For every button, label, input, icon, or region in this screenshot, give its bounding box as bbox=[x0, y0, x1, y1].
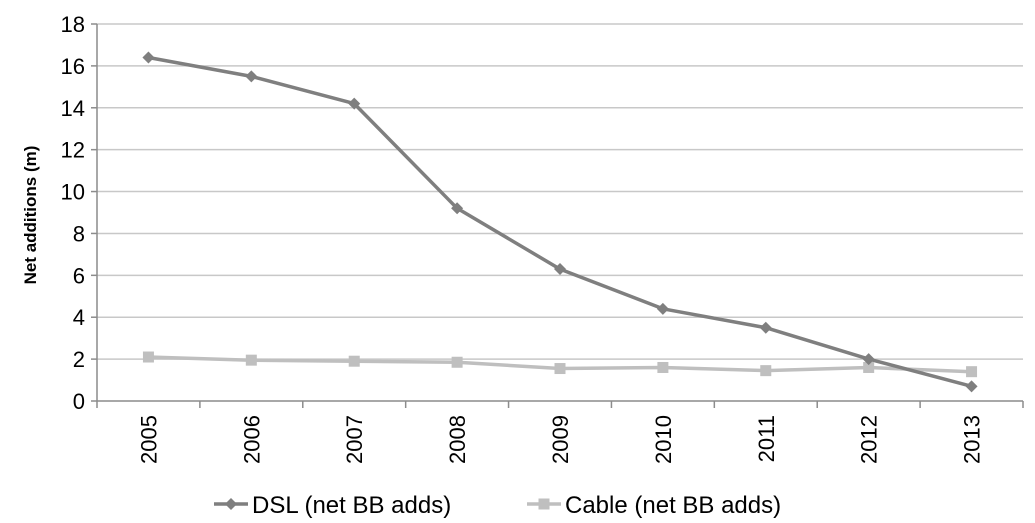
x-tick-label: 2012 bbox=[857, 415, 882, 464]
cable-legend-label: Cable (net BB adds) bbox=[565, 492, 781, 519]
dsl-data-point bbox=[862, 353, 875, 366]
tick-labels: 0 2 4 6 8 10 12 14 16 18 2005 2006 2007 2008 2009 2010 2… bbox=[61, 12, 985, 464]
dsl-data-point bbox=[554, 263, 566, 276]
cable-data-point bbox=[760, 365, 772, 377]
cable-legend-marker bbox=[538, 498, 550, 510]
y-axis-title: Net additions (m) bbox=[21, 146, 40, 285]
dsl-series-line bbox=[148, 55, 973, 388]
y-tick-label: 2 bbox=[73, 347, 85, 372]
y-tick-label: 12 bbox=[61, 138, 85, 163]
y-tick-label: 4 bbox=[73, 305, 85, 330]
x-tick-label: 2013 bbox=[960, 415, 985, 464]
y-tick-label: 16 bbox=[61, 54, 85, 79]
x-tick-label: 2011 bbox=[754, 415, 779, 462]
cable-data-point bbox=[554, 363, 566, 375]
x-tick-label: 2008 bbox=[445, 415, 470, 464]
y-tick-label: 18 bbox=[61, 12, 85, 37]
gridlines bbox=[97, 23, 1023, 360]
dsl-legend-marker bbox=[225, 498, 237, 510]
cable-data-point bbox=[348, 355, 360, 367]
y-tick-label: 14 bbox=[61, 96, 85, 121]
y-tick-label: 10 bbox=[61, 180, 85, 205]
legend: DSL (net BB adds) Cable (net BB adds) bbox=[214, 492, 781, 519]
series-markers bbox=[142, 51, 978, 393]
cable-data-point bbox=[966, 366, 978, 378]
cable-data-point bbox=[863, 361, 875, 373]
x-tick-label: 2006 bbox=[239, 415, 264, 464]
cable-data-point bbox=[451, 356, 463, 368]
dsl-data-point bbox=[451, 202, 464, 215]
dsl-data-point bbox=[348, 97, 361, 110]
y-tick-label: 6 bbox=[73, 263, 85, 288]
dsl-legend-label: DSL (net BB adds) bbox=[252, 492, 451, 519]
x-tick-label: 2005 bbox=[136, 415, 161, 464]
y-tick-label: 0 bbox=[73, 389, 85, 414]
cable-data-point bbox=[657, 361, 669, 373]
dsl-data-point bbox=[142, 51, 155, 64]
dsl-data-point bbox=[965, 380, 978, 393]
y-tick-label: 8 bbox=[73, 221, 85, 246]
cable-data-point bbox=[245, 354, 257, 366]
dsl-data-point bbox=[759, 321, 772, 334]
x-tick-label: 2009 bbox=[548, 415, 573, 464]
x-tick-label: 2010 bbox=[651, 415, 676, 464]
x-tick-label: 2007 bbox=[342, 415, 367, 464]
axes bbox=[91, 23, 1024, 408]
dsl-data-point bbox=[245, 70, 258, 83]
series-lines bbox=[148, 55, 973, 388]
dsl-data-point bbox=[656, 302, 669, 315]
cable-data-point bbox=[142, 351, 154, 363]
